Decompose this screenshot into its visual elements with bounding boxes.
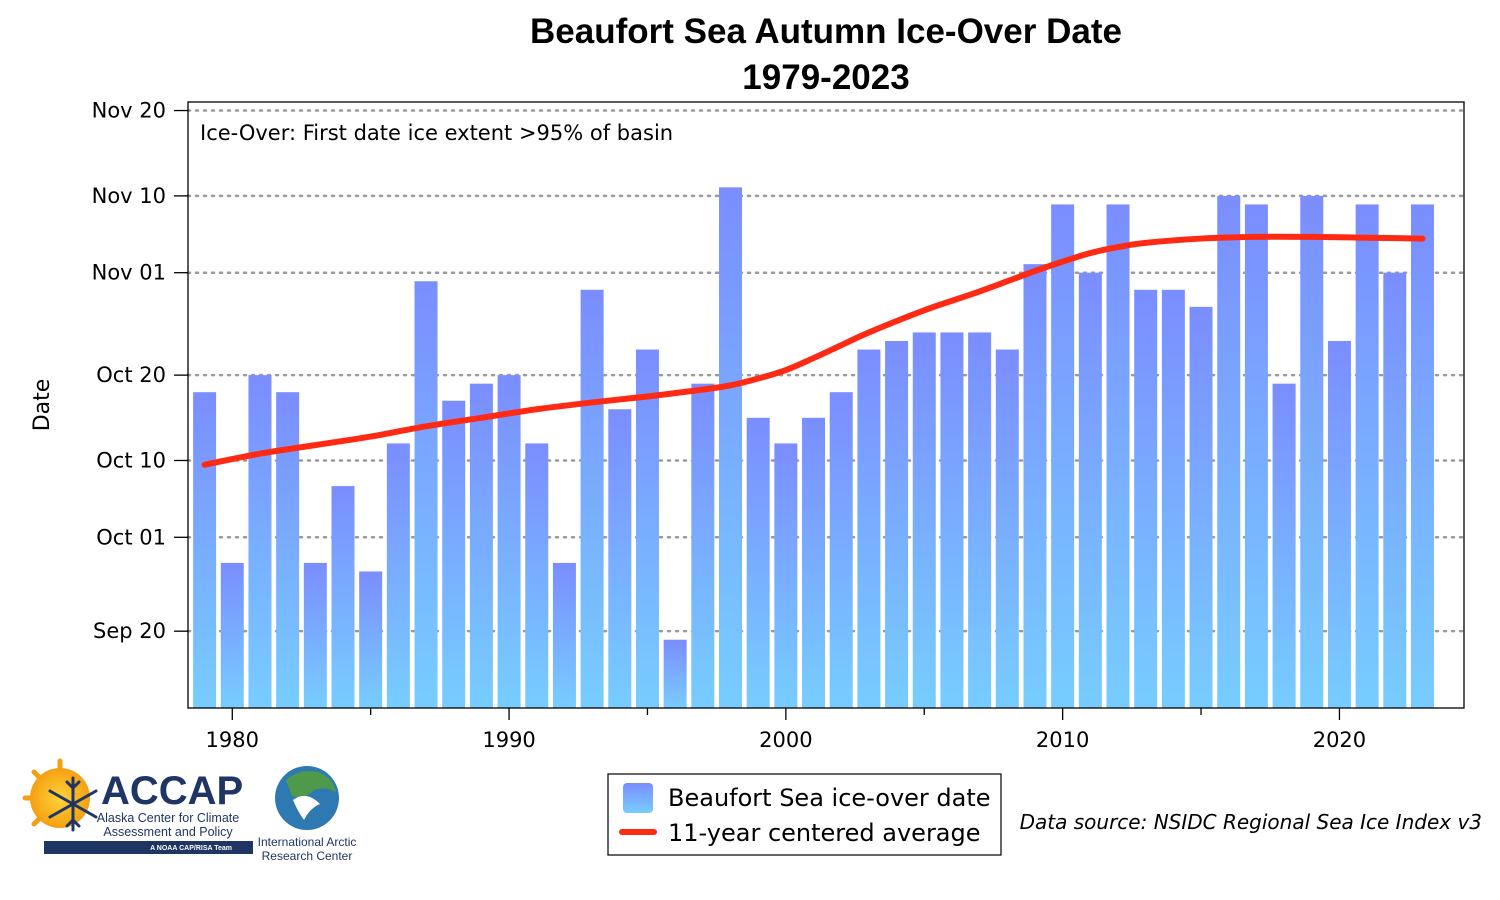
bar-2005 bbox=[912, 332, 936, 708]
accap-line1: Alaska Center for Climate bbox=[97, 811, 239, 825]
bar-1984 bbox=[331, 486, 355, 708]
bar-1979 bbox=[193, 392, 217, 708]
bar-2002 bbox=[829, 392, 853, 708]
bar-1983 bbox=[303, 562, 327, 708]
chart-title: Beaufort Sea Autumn Ice-Over Date bbox=[530, 12, 1122, 51]
bar-2003 bbox=[857, 349, 881, 708]
bar-1994 bbox=[608, 409, 632, 708]
iarc-line2: Research Center bbox=[262, 849, 353, 863]
average-line-layer bbox=[201, 233, 1426, 468]
bar-1993 bbox=[580, 289, 604, 708]
bar-2014 bbox=[1161, 289, 1185, 708]
legend: Beaufort Sea ice-over date 11-year cente… bbox=[607, 773, 1002, 856]
bar-2017 bbox=[1244, 204, 1268, 708]
bar-1997 bbox=[691, 383, 715, 708]
accap-tag: A NOAA CAP/RISA Team bbox=[150, 845, 232, 852]
bar-2015 bbox=[1189, 306, 1213, 708]
bar-1982 bbox=[276, 392, 300, 708]
x-axis: 1980 1990 2000 2010 2020 bbox=[206, 708, 1366, 752]
data-source: Data source: NSIDC Regional Sea Ice Inde… bbox=[1020, 810, 1482, 834]
bar-2016 bbox=[1217, 195, 1241, 708]
y-tick-label: Oct 01 bbox=[96, 525, 166, 549]
bar-1992 bbox=[552, 562, 576, 708]
bar-2018 bbox=[1272, 383, 1296, 708]
y-tick-label: Oct 20 bbox=[96, 363, 166, 387]
y-axis: Nov 20 Nov 10 Nov 01 Oct 20 Oct 10 Oct 01 Sep … bbox=[92, 99, 188, 643]
bar-2023 bbox=[1410, 204, 1434, 708]
bar-2008 bbox=[995, 349, 1019, 708]
iarc-line1: International Arctic bbox=[258, 835, 357, 849]
accap-line2: Assessment and Policy bbox=[103, 825, 233, 839]
bar-1989 bbox=[469, 383, 493, 708]
x-tick-label: 2010 bbox=[1036, 728, 1089, 752]
snowflake-icon bbox=[48, 776, 98, 832]
bar-2021 bbox=[1355, 204, 1379, 708]
chart-subtitle: 1979-2023 bbox=[742, 58, 909, 97]
plot-frame bbox=[187, 101, 1465, 709]
y-tick-label: Nov 01 bbox=[92, 261, 166, 285]
x-tick-label: 2020 bbox=[1313, 728, 1366, 752]
average-line bbox=[201, 233, 1426, 468]
bar-2011 bbox=[1078, 272, 1102, 708]
bar-2007 bbox=[968, 332, 992, 708]
bar-2020 bbox=[1327, 340, 1351, 708]
legend-swatch-bars bbox=[623, 783, 653, 813]
legend-label-line: 11-year centered average bbox=[668, 819, 981, 847]
bar-2013 bbox=[1134, 289, 1158, 708]
legend-box bbox=[607, 773, 1002, 856]
bars bbox=[193, 187, 1434, 708]
accap-logo: ACCAP Alaska Center for Climate Assessme… bbox=[22, 758, 253, 854]
bar-1986 bbox=[386, 443, 410, 708]
bar-1988 bbox=[442, 400, 466, 708]
bar-2012 bbox=[1106, 204, 1130, 708]
landmass-shape bbox=[286, 771, 336, 798]
bar-2000 bbox=[774, 443, 798, 708]
bar-1995 bbox=[635, 349, 659, 708]
accap-wordmark: ACCAP bbox=[101, 769, 243, 813]
x-tick-label: 2000 bbox=[759, 728, 812, 752]
iarc-logo: International Arctic Research Center bbox=[258, 766, 357, 863]
y-tick-label: Oct 10 bbox=[96, 448, 166, 472]
bar-1981 bbox=[248, 375, 272, 708]
y-tick-label: Nov 20 bbox=[92, 99, 166, 123]
bar-1996 bbox=[663, 639, 687, 708]
bar-2019 bbox=[1300, 195, 1324, 708]
accap-tag-bar bbox=[44, 841, 253, 854]
x-tick-label: 1980 bbox=[206, 728, 259, 752]
bar-1980 bbox=[220, 562, 244, 708]
bar-2022 bbox=[1383, 272, 1407, 708]
annotation-note: Ice-Over: First date ice extent >95% of … bbox=[200, 121, 673, 145]
y-axis-label: Date bbox=[30, 379, 55, 432]
bar-2010 bbox=[1051, 204, 1075, 708]
bar-1999 bbox=[746, 417, 770, 708]
x-tick-label: 1990 bbox=[482, 728, 535, 752]
bar-2001 bbox=[802, 417, 826, 708]
bar-1998 bbox=[719, 187, 743, 708]
bar-1985 bbox=[359, 571, 383, 708]
y-tick-label: Sep 20 bbox=[93, 619, 166, 643]
bar-2006 bbox=[940, 332, 964, 708]
y-tick-label: Nov 10 bbox=[92, 184, 166, 208]
bird-shape bbox=[293, 795, 320, 820]
bar-1991 bbox=[525, 443, 549, 708]
bar-2009 bbox=[1023, 264, 1047, 708]
bar-2004 bbox=[885, 340, 909, 708]
bar-1990 bbox=[497, 375, 521, 708]
bar-1987 bbox=[414, 281, 438, 708]
legend-label-bars: Beaufort Sea ice-over date bbox=[668, 784, 991, 812]
